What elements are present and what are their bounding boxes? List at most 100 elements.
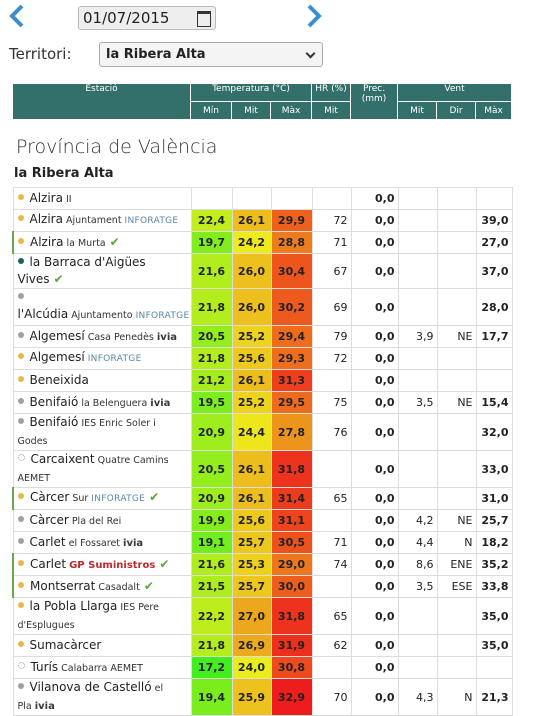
station-dot [17,661,25,669]
station-detail: IES Pere d'Esplugues [17,602,159,631]
value-cell: 21,3 [475,678,513,716]
station-name: la Barraca d'Aigües Vives [17,255,146,286]
value-cell: 21,5 [190,575,233,598]
value-cell: 31,1 [270,509,313,532]
prev-day-button[interactable] [8,4,26,28]
value-cell: ENE [436,553,477,576]
value-cell [436,369,477,392]
page: 01/07/2015 Territori: la Ribera Alta Est… [0,0,553,669]
value-cell: 30,5 [270,531,313,554]
station-dot [17,331,24,338]
value-cell: 30,0 [270,575,313,598]
value-cell: 20,9 [190,487,233,510]
value-cell: 62 [311,634,352,657]
station-row: Vilanova de Castelló el Pla ivia 19,4 25,9 32… [12,678,513,716]
station-name: Càrcer [29,512,69,527]
station-name: Càrcer [30,490,70,504]
date-input[interactable]: 01/07/2015 [78,6,216,30]
value-cell: 75 [311,391,352,414]
date-bar: 01/07/2015 [0,0,553,36]
value-cell [436,450,477,488]
station-detail: Pla del Rei [71,515,122,527]
station-detail: Calabarra AEMET [61,662,143,674]
check-icon: ✔ [143,578,154,593]
next-day-button[interactable] [305,4,323,28]
value-cell: 0,0 [350,288,399,326]
value-cell: 32,0 [475,413,513,451]
check-icon: ✔ [159,556,170,571]
section-title: Província de València [16,136,218,158]
value-cell [436,413,477,451]
station-dot [17,353,24,359]
station-row: la Pobla Llarga IES Pere d'Esplugues 22,2 2… [12,597,513,635]
temperature-header: Temperatura (°C) [189,83,313,102]
station-detail: Quatre Camins AEMET [17,455,169,484]
station-cell: la Pobla Llarga IES Pere d'Esplugues [12,597,192,635]
value-cell: 21,8 [190,288,233,326]
value-cell [270,187,313,210]
value-cell: 25,2 [231,325,272,348]
value-cell [436,347,477,370]
value-cell [397,231,438,254]
station-network: INFORATGE [87,354,142,364]
value-cell [436,487,477,510]
group-title: la Ribera Alta [14,166,114,181]
value-cell: 0,0 [350,369,399,392]
station-cell: l'Alcúdia Ajuntamento INFORATGE [12,288,192,326]
station-row: la Barraca d'Aigües Vives ✔ 21,6 26,0 30,4 67… [12,253,513,289]
value-cell: 19,5 [190,391,233,414]
value-cell [231,187,272,210]
value-cell: 4,4 [397,531,438,554]
value-cell: NE [436,325,477,348]
value-cell: 31,9 [270,634,313,657]
value-cell: 0,0 [350,391,399,414]
station-cell: Carlet GP Suministros ✔ [12,553,192,576]
value-cell: 28,0 [475,288,513,326]
subcolumn-header: Mit [311,101,352,120]
value-cell: 74 [311,553,352,576]
station-name: Alzira [30,234,64,249]
station-row: Turís Calabarra AEMET 17,2 24,0 30,8 0,0 [12,656,513,679]
value-cell: 0,0 [350,209,399,232]
station-cell: Sumacàrcer [12,634,192,657]
station-network: ivia [123,537,144,549]
value-cell: 72 [311,347,352,370]
value-cell: 28,8 [270,231,313,254]
station-network: ivia [34,701,55,712]
value-cell: 25,2 [231,391,272,414]
station-row: Alzira Ajuntament INFORATGE 22,4 26,1 29,9 72 0… [12,209,513,232]
station-dot [17,602,24,608]
value-cell: 33,8 [475,575,513,598]
station-cell: Benifaió IES Enric Soler i Godes [12,413,192,451]
value-cell: 0,0 [350,597,399,635]
value-cell: 33,0 [475,450,513,488]
date-text: 01/07/2015 [83,9,170,27]
value-cell: 0,0 [350,531,399,554]
station-dot [17,537,24,544]
value-cell: 26,0 [231,253,272,289]
territory-select[interactable]: la Ribera Alta [99,42,323,67]
value-cell: 26,1 [231,209,272,232]
station-name: Benifaió [29,394,79,409]
station-row: Algemesí Casa Penedès ivia 20,5 25,2 29,4 79 0,… [12,325,513,348]
value-cell [475,656,513,679]
value-cell: 15,4 [475,391,513,414]
station-header: Estació [12,83,191,120]
subcolumn-header: Mit [397,101,438,120]
value-cell [436,656,477,679]
station-name: Carlet [29,534,66,549]
station-detail: Casadalt [98,581,140,593]
station-detail: Ajuntament [65,215,122,226]
station-dot [17,418,24,424]
value-cell: 3,5 [397,575,438,598]
station-row: Benifaió IES Enric Soler i Godes 20,9 24,4 2… [12,413,513,451]
value-cell: N [436,531,477,554]
value-cell [397,347,438,370]
station-row: Càrcer Sur INFORATGE ✔ 20,9 26,1 31,4 65 0,0 31,0 [12,487,513,510]
station-row: Càrcer Pla del Rei 19,9 25,6 31,1 0,0 4,2 NE 25,… [12,509,513,532]
value-cell [397,187,438,210]
value-cell: 30,2 [270,288,313,326]
value-cell: 21,6 [190,553,233,576]
station-dot [17,641,24,647]
station-name: Algemesí [29,350,85,364]
